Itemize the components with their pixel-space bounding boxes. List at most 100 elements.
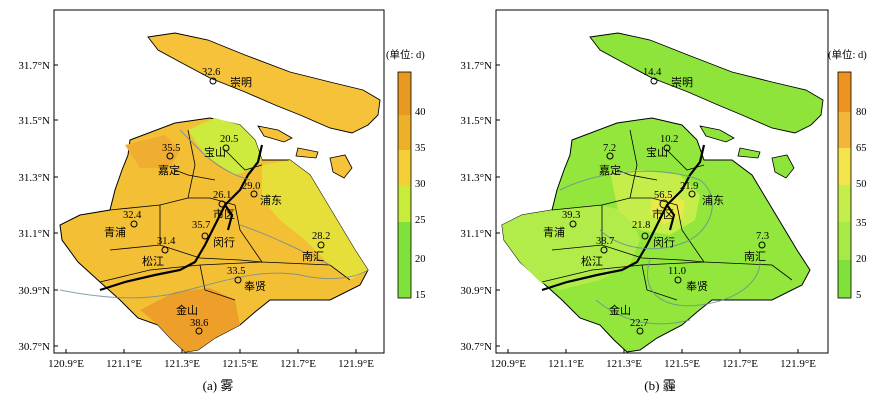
x-tick-label: 121.7°E <box>280 358 316 370</box>
district-label: 市区 <box>213 207 235 221</box>
station-marker <box>600 246 608 254</box>
station-marker <box>674 276 682 284</box>
station-jiading-b: 7.2 嘉定 <box>599 143 621 177</box>
y-tick-label: 30.7°N <box>460 341 492 353</box>
station-marker <box>650 77 658 85</box>
station-urban-b: 56.5 市区 <box>652 190 674 221</box>
district-label: 青浦 <box>543 226 565 239</box>
district-borders-b <box>541 129 793 301</box>
station-songjiang-b: 38.7 松江 <box>581 236 614 268</box>
station-marker <box>663 144 671 152</box>
station-marker <box>222 144 230 152</box>
x-tick-label: 120.9°E <box>48 358 84 370</box>
station-baoshan-a: 20.5宝山 <box>204 134 238 159</box>
station-marker <box>166 152 174 160</box>
y-tick-label: 30.9°N <box>18 285 50 297</box>
stations-b: 14.4 崇明 10.2宝山 7.2 嘉定 21.9 浦东 56.5 市区 39.3 青浦… <box>543 67 769 335</box>
colorbar-tick: 20 <box>856 254 867 265</box>
colorbar-swatch <box>838 148 851 185</box>
station-marker <box>161 246 169 254</box>
river-b <box>541 144 706 292</box>
station-marker <box>606 152 614 160</box>
x-tick-label: 121.9°E <box>780 358 816 370</box>
station-urban-a: 26.1 市区 <box>213 190 235 221</box>
colorbar-title: (单位: d) <box>386 48 425 61</box>
station-value: 22.7 <box>630 318 648 329</box>
x-tick-label: 121.5°E <box>664 358 700 370</box>
station-pudong-a: 29.0浦东 <box>242 181 282 207</box>
station-songjiang-a: 31.4 松江 <box>142 236 176 268</box>
station-value: 38.6 <box>190 318 208 329</box>
chongming-region-a <box>147 32 381 134</box>
district-label: 青浦 <box>104 226 126 239</box>
station-minhang-b: 21.8闵行 <box>632 220 675 249</box>
isolines-b <box>559 170 761 325</box>
district-label: 市区 <box>652 207 674 221</box>
y-tick-label: 31.1°N <box>18 228 50 240</box>
station-value: 7.2 <box>603 143 616 154</box>
district-label: 嘉定 <box>599 163 621 177</box>
colorbar-tick: 80 <box>856 107 867 118</box>
islet-b1 <box>699 125 735 143</box>
colorbar-tick: 35 <box>856 218 867 229</box>
station-marker <box>130 220 138 228</box>
orange-zone-a <box>140 288 240 352</box>
panel-b: 14.4 崇明 10.2宝山 7.2 嘉定 21.9 浦东 56.5 市区 39.3 青浦… <box>460 9 867 393</box>
colorbar-swatch <box>398 150 411 186</box>
panel-a: 32.6 崇明 20.5宝山 35.5 嘉定 29.0浦东 26.1 市区 32.4 青… <box>18 9 426 393</box>
stations-a: 32.6 崇明 20.5宝山 35.5 嘉定 29.0浦东 26.1 市区 32.4 青… <box>104 67 330 335</box>
district-label: 南汇 <box>302 250 324 263</box>
y-tick-label: 31.3°N <box>18 172 50 184</box>
islet-b3 <box>771 154 795 179</box>
y-tick-label: 30.9°N <box>460 285 492 297</box>
station-marker <box>250 190 258 198</box>
district-label: 南汇 <box>744 250 766 263</box>
station-value: 29.0 <box>242 181 260 192</box>
district-label: 崇明 <box>230 76 252 89</box>
station-marker <box>317 241 325 249</box>
station-value: 21.9 <box>680 181 698 192</box>
station-value: 56.5 <box>654 190 672 201</box>
district-label: 宝山 <box>204 145 226 159</box>
station-value: 20.5 <box>220 134 238 145</box>
station-qingpu-a: 32.4 青浦 <box>104 210 142 239</box>
station-marker <box>569 220 577 228</box>
station-jinshan-b: 22.7金山 <box>609 303 648 335</box>
station-value: 32.6 <box>202 67 220 78</box>
x-tick-label: 121.9°E <box>338 358 374 370</box>
colorbar-title: (单位: d) <box>828 48 867 61</box>
district-label: 浦东 <box>260 194 282 207</box>
y-axis-b: 31.7°N 31.5°N 31.3°N 31.1°N 30.9°N 30.7°… <box>460 60 500 353</box>
station-value: 35.5 <box>162 143 180 154</box>
district-label: 奉贤 <box>686 279 708 293</box>
station-value: 21.8 <box>632 220 650 231</box>
district-label: 闵行 <box>213 235 235 249</box>
district-label: 奉贤 <box>244 279 266 293</box>
y-tick-label: 31.7°N <box>460 60 492 72</box>
colorbar-swatch <box>398 222 411 298</box>
station-value: 38.7 <box>596 236 614 247</box>
islet-a1 <box>257 125 293 143</box>
colorbar-swatch <box>838 112 851 148</box>
colorbar-border <box>837 71 852 299</box>
isolines-a <box>59 129 369 299</box>
caption-a: (a) 雾 <box>203 378 234 393</box>
station-value: 28.2 <box>312 231 330 242</box>
river-a <box>99 144 264 292</box>
station-value: 26.1 <box>213 190 231 201</box>
station-fengxian-b: 11.0奉贤 <box>668 266 708 293</box>
colorbar-swatch <box>398 72 411 115</box>
station-pudong-b: 21.9 浦东 <box>680 181 724 207</box>
station-marker <box>641 232 649 240</box>
colorbar-tick: 30 <box>415 179 426 190</box>
x-tick-label: 121.5°E <box>222 358 258 370</box>
station-marker <box>218 200 226 208</box>
station-jiading-a: 35.5 嘉定 <box>158 143 180 177</box>
station-marker <box>234 276 242 284</box>
station-value: 39.3 <box>562 210 580 221</box>
station-value: 35.7 <box>192 220 210 231</box>
station-nanhui-a: 28.2 南汇 <box>302 231 330 263</box>
colorbar-tick: 40 <box>415 107 426 118</box>
x-tick-label: 121.7°E <box>722 358 758 370</box>
colorbar-tick: 20 <box>415 254 426 265</box>
